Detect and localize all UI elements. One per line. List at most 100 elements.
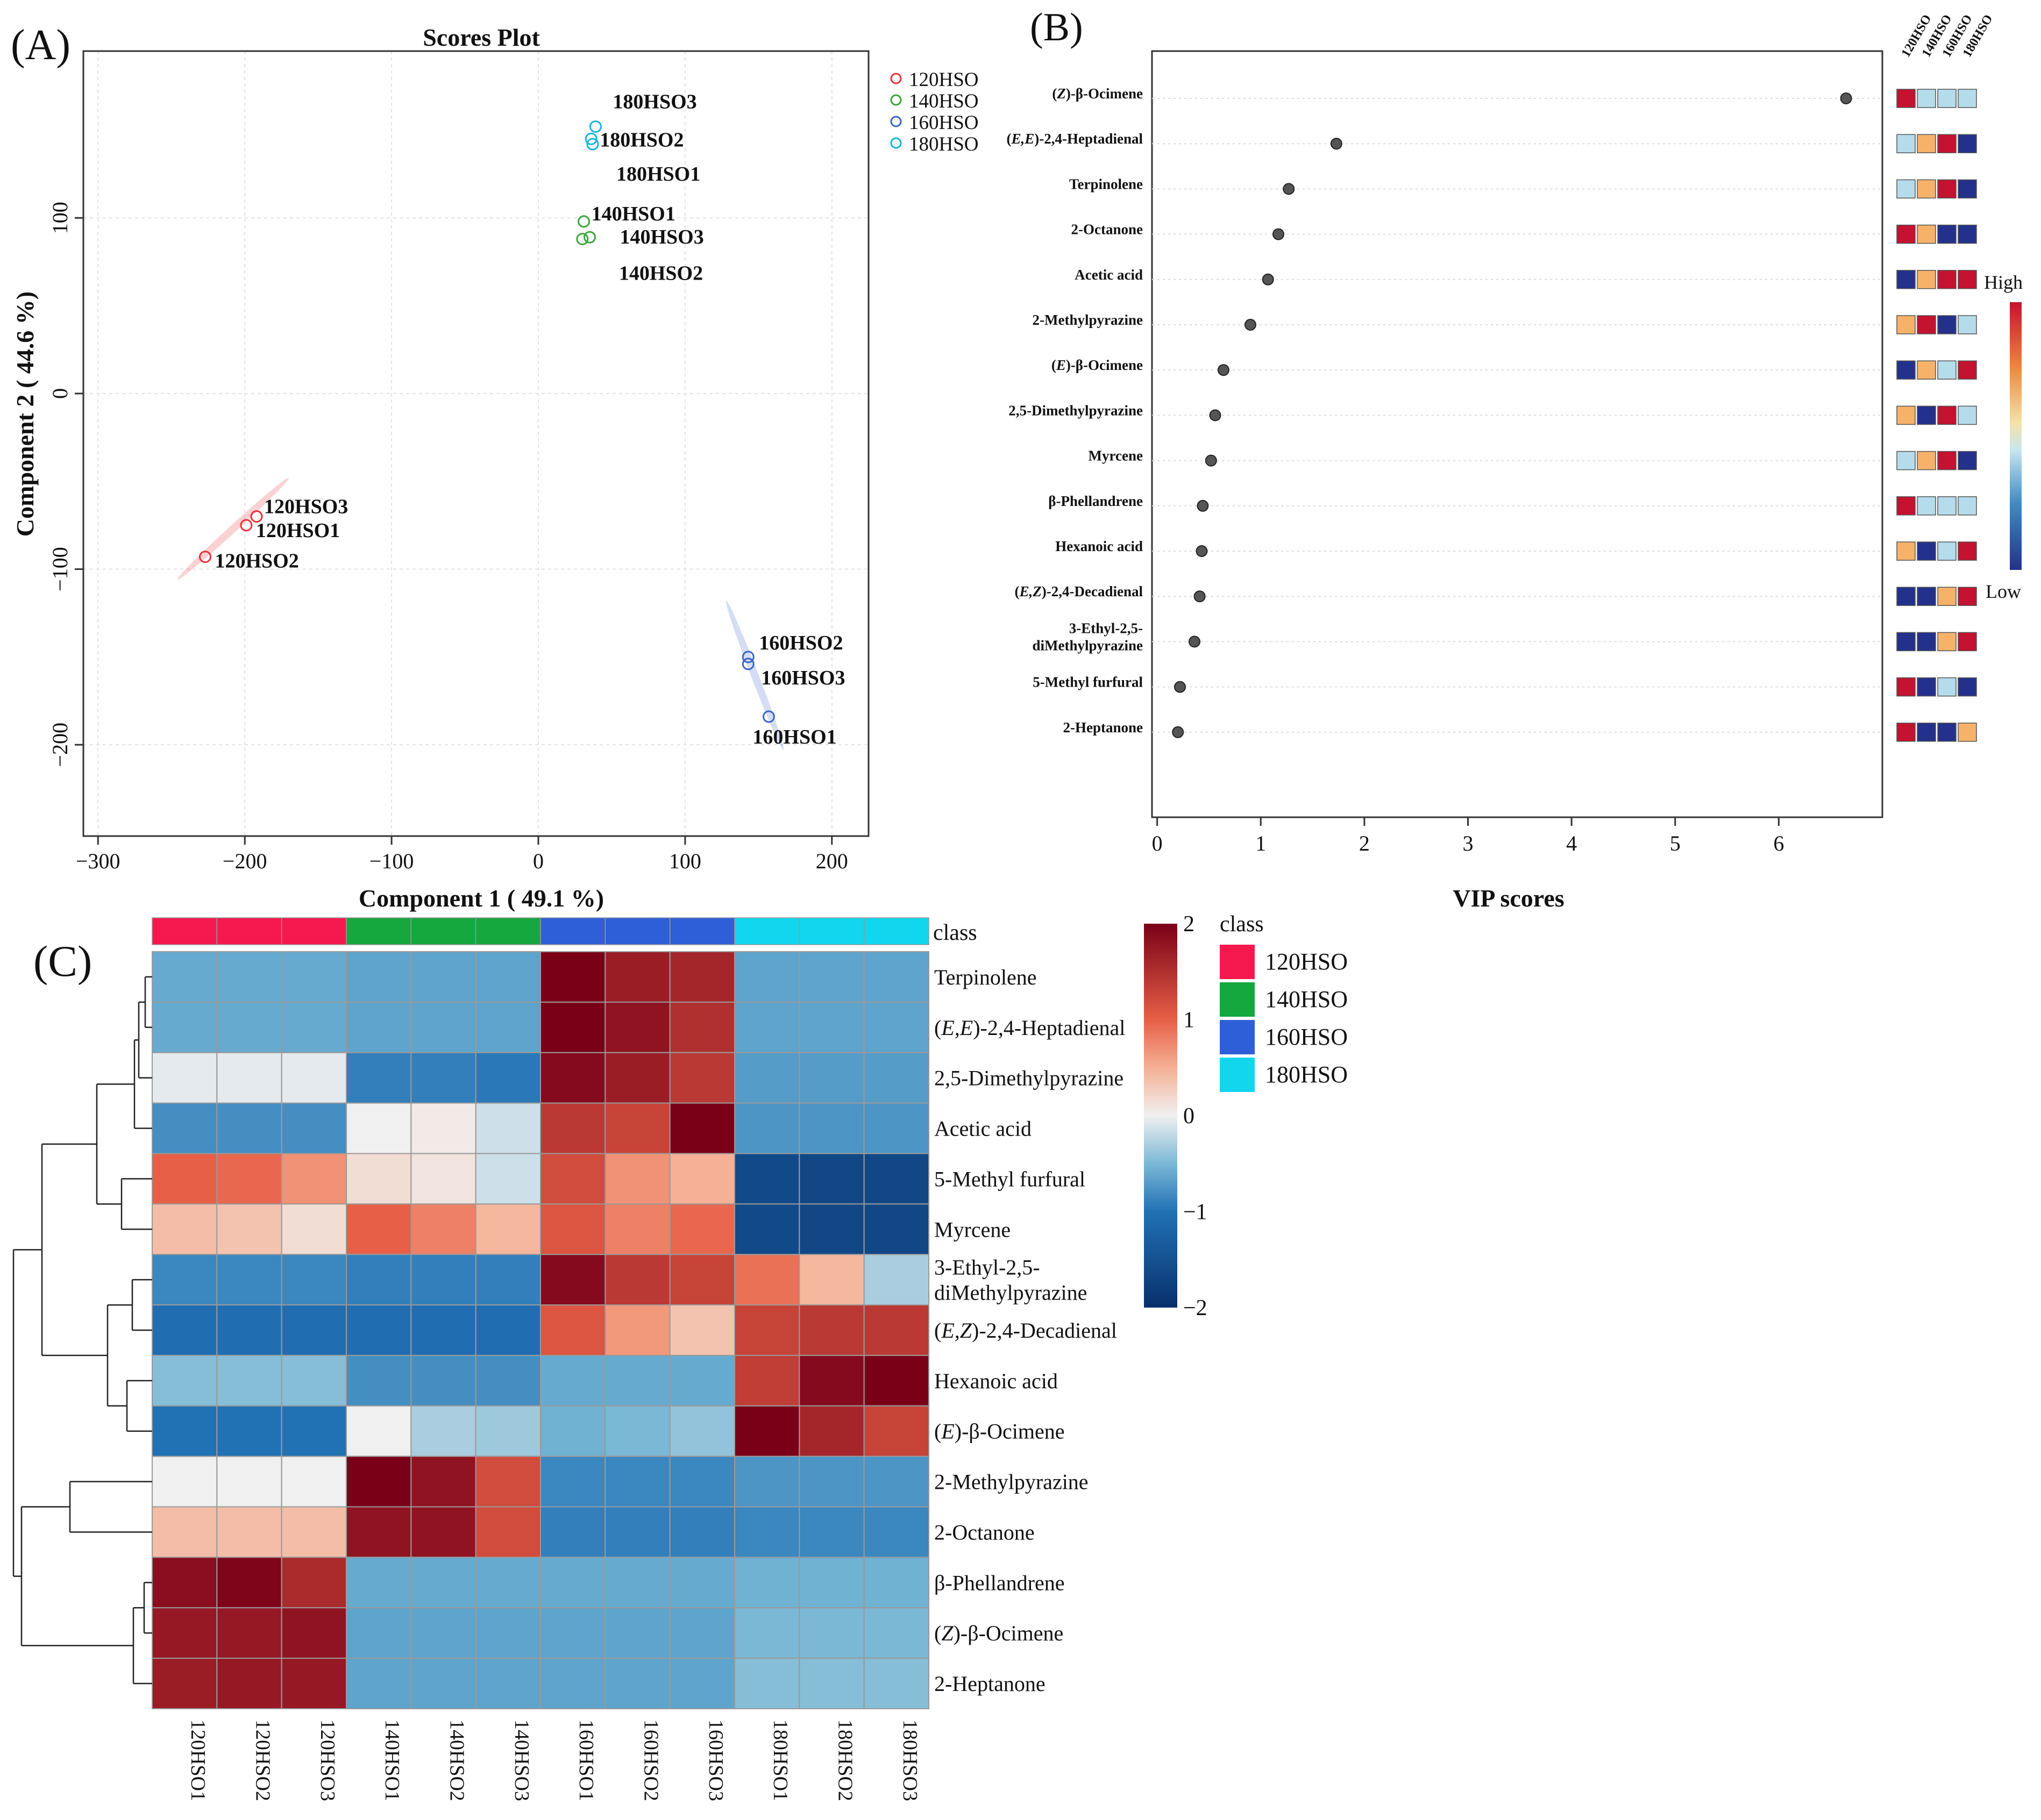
heatmap-cell bbox=[669, 1405, 735, 1457]
scores-legend-marker-120HSO bbox=[890, 73, 902, 84]
heatmap-cell bbox=[799, 1203, 865, 1255]
vip-group-level-cell bbox=[1896, 179, 1916, 199]
heatmap-cell bbox=[605, 1506, 671, 1558]
vip-group-level-cell bbox=[1896, 270, 1916, 289]
confidence-ellipse-160HSO bbox=[726, 601, 784, 750]
score-point-140HSO2 bbox=[576, 232, 589, 245]
vip-group-level-cell bbox=[1917, 89, 1936, 108]
heatmap-cell bbox=[605, 1203, 671, 1255]
scores-x-axis-label: Component 1 ( 49.1 %) bbox=[359, 884, 604, 912]
vip-group-level-cell bbox=[1958, 587, 1977, 606]
heatmap-cell bbox=[216, 1254, 282, 1306]
heatmap-colorbar bbox=[1144, 924, 1177, 1308]
score-point-120HSO3 bbox=[250, 510, 263, 523]
vip-group-level-cell bbox=[1958, 677, 1977, 697]
heatmap-cell bbox=[605, 1455, 671, 1508]
scores-plot-title: Scores Plot bbox=[423, 24, 540, 51]
heatmap-column-label-120HSO2: 120HSO2 bbox=[252, 1719, 274, 1801]
heatmap-row-label: 5-Methyl furfural bbox=[934, 1167, 1085, 1191]
vip-group-level-cell bbox=[1896, 89, 1916, 108]
heatmap-cell bbox=[216, 1455, 282, 1508]
heatmap-cell bbox=[863, 951, 929, 1003]
heatmap-cell bbox=[216, 1001, 282, 1053]
heatmap-cell bbox=[863, 1506, 929, 1558]
vip-point bbox=[1196, 545, 1208, 557]
heatmap-column-label-140HSO2: 140HSO2 bbox=[446, 1719, 468, 1801]
heatmap-row-label: Terpinolene bbox=[934, 965, 1036, 989]
vip-group-level-cell bbox=[1917, 134, 1936, 153]
scores-y-axis-label: Component 2 ( 44.6 %) bbox=[11, 291, 39, 537]
vip-point bbox=[1217, 364, 1229, 376]
vip-scale-low: Low bbox=[1986, 581, 2021, 602]
vip-group-level-cell bbox=[1896, 723, 1916, 742]
heatmap-cell bbox=[410, 1557, 477, 1609]
heatmap-row-label: 2-Heptanone bbox=[934, 1672, 1046, 1696]
class-bar-cell-160HSO bbox=[605, 917, 671, 945]
class-bar-cell-120HSO bbox=[216, 917, 282, 945]
heatmap-cell bbox=[734, 1052, 800, 1104]
vip-point bbox=[1197, 499, 1209, 512]
class-legend-swatch-140HSO bbox=[1220, 982, 1255, 1017]
heatmap-cell bbox=[346, 1001, 412, 1053]
vip-compound-label: (Z)-β-Ocimene bbox=[1052, 85, 1143, 102]
class-bar-cell-140HSO bbox=[475, 917, 541, 945]
vip-point bbox=[1188, 636, 1200, 648]
heatmap-cell bbox=[410, 1354, 477, 1407]
heatmap-cell bbox=[669, 1052, 735, 1104]
heatmap-cell bbox=[734, 1506, 800, 1558]
heatmap-cell bbox=[863, 1658, 929, 1709]
vip-group-level-cell bbox=[1937, 541, 1957, 561]
vip-plot-frame bbox=[1151, 50, 1883, 818]
class-legend-label-120HSO: 120HSO bbox=[1265, 948, 1348, 975]
vip-group-level-cell bbox=[1937, 134, 1957, 153]
vip-group-level-cell bbox=[1958, 632, 1977, 652]
heatmap-cell bbox=[410, 1304, 477, 1356]
heatmap-cell bbox=[152, 1001, 218, 1053]
vip-group-level-cell bbox=[1937, 723, 1957, 742]
vip-group-level-cell bbox=[1937, 179, 1957, 199]
vip-group-level-cell bbox=[1917, 405, 1936, 425]
vip-compound-label: 3-Ethyl-2,5-diMethylpyrazine bbox=[1033, 620, 1143, 653]
heatmap-cell bbox=[281, 1658, 347, 1709]
score-point-120HSO1 bbox=[240, 519, 253, 532]
vip-group-level-cell bbox=[1896, 451, 1916, 470]
heatmap-cell bbox=[475, 1052, 542, 1104]
vip-group-level-cell bbox=[1958, 451, 1977, 470]
heatmap-cell bbox=[216, 1102, 282, 1154]
heatmap-cell bbox=[281, 1405, 347, 1457]
heatmap-row-label: Myrcene bbox=[934, 1217, 1011, 1241]
scores-legend-marker-180HSO bbox=[890, 137, 902, 149]
class-bar-cell-140HSO bbox=[346, 917, 412, 945]
vip-group-level-cell bbox=[1937, 224, 1957, 244]
heatmap-cell bbox=[152, 1354, 218, 1407]
scores-legend-label-180HSO: 180HSO bbox=[909, 133, 979, 155]
vip-group-level-cell bbox=[1917, 451, 1936, 470]
heatmap-cell bbox=[605, 1001, 671, 1053]
heatmap-cell bbox=[152, 1405, 218, 1457]
score-point-120HSO2 bbox=[199, 551, 212, 563]
vip-group-level-cell bbox=[1917, 179, 1936, 199]
heatmap-cell bbox=[799, 1001, 865, 1053]
heatmap-column-label-120HSO3: 120HSO3 bbox=[316, 1719, 339, 1801]
vip-compound-label: Acetic acid bbox=[1075, 267, 1143, 283]
heatmap-row-label: β-Phellandrene bbox=[934, 1571, 1064, 1595]
heatmap-panel: (C) class class Terpinolene (E,E)-2,4-Hep… bbox=[12, 912, 1348, 1801]
vip-group-level-cell bbox=[1958, 360, 1977, 380]
heatmap-cell bbox=[863, 1102, 929, 1154]
heatmap-class-bar-label: class bbox=[933, 920, 977, 945]
vip-group-level-cell bbox=[1917, 224, 1936, 244]
heatmap-cell bbox=[540, 1607, 606, 1659]
heatmap-cell bbox=[216, 1405, 282, 1457]
heatmap-cell bbox=[734, 1153, 800, 1205]
heatmap-cell bbox=[281, 1102, 347, 1154]
vip-group-level-cell bbox=[1896, 587, 1916, 606]
vip-group-level-cell bbox=[1958, 541, 1977, 561]
class-bar-cell-120HSO bbox=[281, 917, 347, 945]
scores-y-tick-label: −100 bbox=[48, 547, 72, 591]
score-point-label-140HSO3: 140HSO3 bbox=[620, 226, 703, 248]
heatmap-cell bbox=[281, 1455, 347, 1508]
heatmap-cell bbox=[605, 1354, 671, 1407]
class-bar-cell-180HSO bbox=[863, 917, 929, 945]
heatmap-cell bbox=[669, 1658, 735, 1709]
heatmap-cell bbox=[281, 1254, 347, 1306]
